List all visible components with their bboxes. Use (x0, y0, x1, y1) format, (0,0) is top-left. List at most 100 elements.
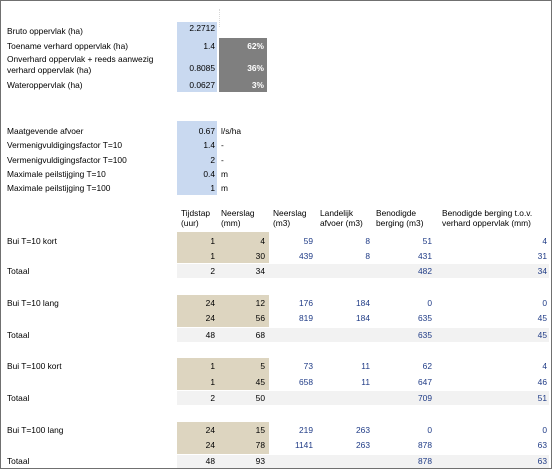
cell-neerslag[interactable]: 56 (255, 313, 265, 323)
cell-neerslag-m3: 219 (299, 425, 313, 435)
header-afvoer-1: Landelijk (320, 208, 354, 218)
p100-label: Maximale peilstijging T=100 (7, 183, 111, 193)
afvoer-unit: l/s/ha (221, 126, 242, 136)
verhard-value-cell[interactable]: 1.4 (177, 38, 217, 55)
cell-neerslag-m3: 658 (299, 377, 313, 387)
cell-neerslag-m3: 176 (299, 298, 313, 308)
total-label: Totaal (7, 456, 30, 466)
f10-value[interactable]: 1.4 (203, 140, 215, 150)
input-block-bg (177, 295, 269, 327)
params-input-block (177, 121, 217, 195)
cell-berging-tov: 63 (537, 440, 547, 450)
afvoer-value[interactable]: 0.67 (198, 126, 215, 136)
header-berging-1: Benodigde (376, 208, 417, 218)
header-tijdstap-2: (uur) (181, 218, 199, 228)
total-tijdstap: 48 (205, 456, 215, 466)
block-label: Bui T=100 kort (7, 361, 62, 371)
cell-tijdstap[interactable]: 24 (205, 440, 215, 450)
cell-afvoer: 184 (356, 298, 370, 308)
water-pct-cell: 3% (219, 77, 267, 92)
total-berging-tov: 45 (537, 330, 547, 340)
cell-neerslag-m3: 819 (299, 313, 313, 323)
cell-berging: 62 (422, 361, 432, 371)
p100-unit: m (221, 183, 228, 193)
cell-neerslag[interactable]: 15 (255, 425, 265, 435)
cell-berging-tov: 4 (542, 361, 547, 371)
cell-neerslag[interactable]: 12 (255, 298, 265, 308)
total-neerslag: 50 (255, 393, 265, 403)
header-tijdstap-1: Tijdstap (181, 208, 211, 218)
cell-afvoer: 263 (356, 425, 370, 435)
cell-berging: 431 (418, 251, 432, 261)
cell-tijdstap[interactable]: 24 (205, 313, 215, 323)
cell-neerslag[interactable]: 78 (255, 440, 265, 450)
onverhard-value-cell[interactable]: 0.8085 (177, 55, 217, 77)
total-row-bg (177, 264, 549, 278)
cell-neerslag-m3: 73 (303, 361, 313, 371)
cell-afvoer: 11 (361, 361, 370, 371)
cell-berging-tov: 4 (542, 236, 547, 246)
cell-afvoer: 8 (365, 251, 370, 261)
cell-berging: 878 (418, 440, 432, 450)
cell-neerslag-m3: 59 (303, 236, 313, 246)
block-label: Bui T=10 lang (7, 298, 59, 308)
grid-line (219, 9, 220, 27)
f100-value[interactable]: 2 (210, 155, 215, 165)
cell-afvoer: 11 (361, 377, 370, 387)
total-berging: 482 (418, 266, 432, 276)
header-afvoer-2: afvoer (m3) (320, 218, 363, 228)
cell-tijdstap[interactable]: 1 (210, 377, 215, 387)
block-label: Bui T=10 kort (7, 236, 57, 246)
header-berging-tov-2: verhard oppervlak (mm) (442, 218, 531, 228)
p10-value[interactable]: 0.4 (203, 169, 215, 179)
total-label: Totaal (7, 266, 30, 276)
cell-berging: 0 (427, 425, 432, 435)
total-label: Totaal (7, 330, 30, 340)
f100-unit: - (221, 155, 224, 165)
cell-neerslag-m3: 439 (299, 251, 313, 261)
f10-unit: - (221, 140, 224, 150)
cell-berging: 51 (422, 236, 432, 246)
total-berging: 878 (418, 456, 432, 466)
cell-tijdstap[interactable]: 1 (210, 361, 215, 371)
cell-neerslag[interactable]: 5 (260, 361, 265, 371)
cell-neerslag[interactable]: 30 (255, 251, 265, 261)
cell-afvoer: 184 (356, 313, 370, 323)
cell-neerslag[interactable]: 45 (255, 377, 265, 387)
total-berging: 709 (418, 393, 432, 403)
f10-label: Vermenigvuldigingsfactor T=10 (7, 140, 123, 150)
bruto-label: Bruto oppervlak (ha) (7, 26, 83, 36)
cell-berging: 647 (418, 377, 432, 387)
total-row-bg (177, 455, 549, 468)
p10-label: Maximale peilstijging T=10 (7, 169, 106, 179)
p10-unit: m (221, 169, 228, 179)
total-label: Totaal (7, 393, 30, 403)
cell-tijdstap[interactable]: 1 (210, 251, 215, 261)
total-tijdstap: 2 (210, 393, 215, 403)
header-berging-tov-1: Benodigde berging t.o.v. (442, 208, 533, 218)
onverhard-label-2: verhard oppervlak (ha) (7, 65, 92, 75)
cell-neerslag-m3: 1141 (294, 440, 313, 450)
header-neerslag-1: Neerslag (221, 208, 255, 218)
cell-tijdstap[interactable]: 1 (210, 236, 215, 246)
cell-berging: 635 (418, 313, 432, 323)
cell-neerslag[interactable]: 4 (260, 236, 265, 246)
block-label: Bui T=100 lang (7, 425, 64, 435)
water-value-cell[interactable]: 0.0627 (177, 77, 217, 92)
total-berging-tov: 51 (537, 393, 547, 403)
verhard-label: Toename verhard oppervlak (ha) (7, 41, 129, 51)
verhard-pct-cell: 62% (219, 38, 267, 55)
header-neerslag-m3-2: (m3) (273, 218, 291, 228)
bruto-value-cell[interactable]: 2.2712 (177, 22, 217, 38)
cell-tijdstap[interactable]: 24 (205, 425, 215, 435)
cell-tijdstap[interactable]: 24 (205, 298, 215, 308)
onverhard-label-1: Onverhard oppervlak + reeds aanwezig (7, 54, 154, 64)
total-row-bg (177, 328, 549, 342)
total-berging-tov: 63 (537, 456, 547, 466)
onverhard-pct-cell: 36% (219, 55, 267, 77)
total-neerslag: 34 (255, 266, 265, 276)
header-berging-2: berging (m3) (376, 218, 424, 228)
p100-value[interactable]: 1 (210, 183, 215, 193)
cell-berging-tov: 0 (542, 298, 547, 308)
